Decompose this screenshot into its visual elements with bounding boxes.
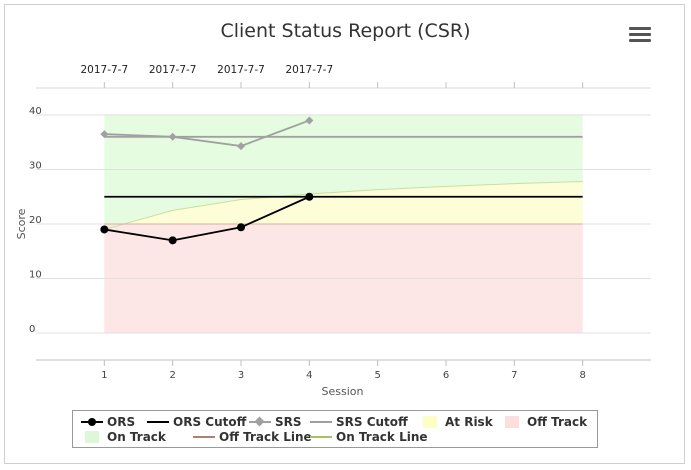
legend-item-on-track[interactable]: On Track [81,429,166,445]
x-tick-label: 1 [101,370,107,381]
ors-point [168,236,177,245]
legend-item-ors[interactable]: ORS [81,414,135,430]
legend-label: SRS Cutoff [336,415,408,429]
top-date-label: 2017-7-7 [80,64,128,76]
x-axis-title: Session [322,385,364,398]
legend-label: On Track Line [336,430,428,444]
top-date-label: 2017-7-7 [149,64,197,76]
x-tick-label: 2 [169,370,175,381]
legend-label: SRS [275,415,302,429]
hamburger-menu-icon[interactable] [629,27,651,45]
legend-symbol [249,416,271,428]
legend-item-off-track-line[interactable]: Off Track Line [193,429,312,445]
on-track-line-line [104,180,583,230]
legend-item-off-track[interactable]: Off Track [501,414,587,430]
x-tick-label: 8 [579,370,585,381]
ors-point [305,192,314,201]
top-date-label: 2017-7-7 [217,64,265,76]
y-axis-title: Score [15,208,28,239]
legend-symbol [81,431,103,443]
y-tick-label: 20 [29,215,42,226]
chart-legend: ORS ORS Cutoff SRS SRS Cutoff At Risk Off Tra… [72,410,598,448]
legend-symbol [310,416,332,428]
legend-item-srs-cutoff[interactable]: SRS Cutoff [310,414,408,430]
srs-point [305,116,314,125]
legend-item-srs[interactable]: SRS [249,414,302,430]
x-tick-label: 6 [443,370,449,381]
legend-symbol [501,416,523,428]
top-date-label: 2017-7-7 [285,64,333,76]
y-tick-label: 10 [29,270,42,281]
srs-point [100,130,109,139]
at-risk-band [104,181,583,230]
legend-symbol [147,416,169,428]
srs-point [168,132,177,141]
legend-label: Off Track [527,415,588,429]
legend-symbol [81,416,103,428]
legend-label: ORS [107,415,136,429]
legend-label: At Risk [445,415,493,429]
x-tick-label: 5 [374,370,380,381]
x-tick-label: 3 [238,370,244,381]
srs-point [237,142,245,151]
legend-label: ORS Cutoff [173,415,247,429]
legend-symbol [419,416,441,428]
legend-label: On Track [107,430,166,444]
chart-title: Client Status Report (CSR) [220,20,471,42]
legend-label: Off Track Line [219,430,312,444]
y-tick-label: 0 [29,324,35,335]
legend-item-at-risk[interactable]: At Risk [419,414,493,430]
legend-item-ors-cutoff[interactable]: ORS Cutoff [147,414,246,430]
legend-item-on-track-line[interactable]: On Track Line [310,429,428,445]
srs-line [104,119,310,147]
x-tick-label: 4 [306,370,312,381]
ors-point [100,225,109,234]
y-tick-label: 30 [29,161,42,172]
legend-symbol [310,431,332,443]
ors-line [104,195,310,242]
legend-symbol [193,431,215,443]
y-tick-label: 40 [29,106,42,117]
x-tick-label: 7 [511,370,517,381]
ors-point [237,223,245,232]
